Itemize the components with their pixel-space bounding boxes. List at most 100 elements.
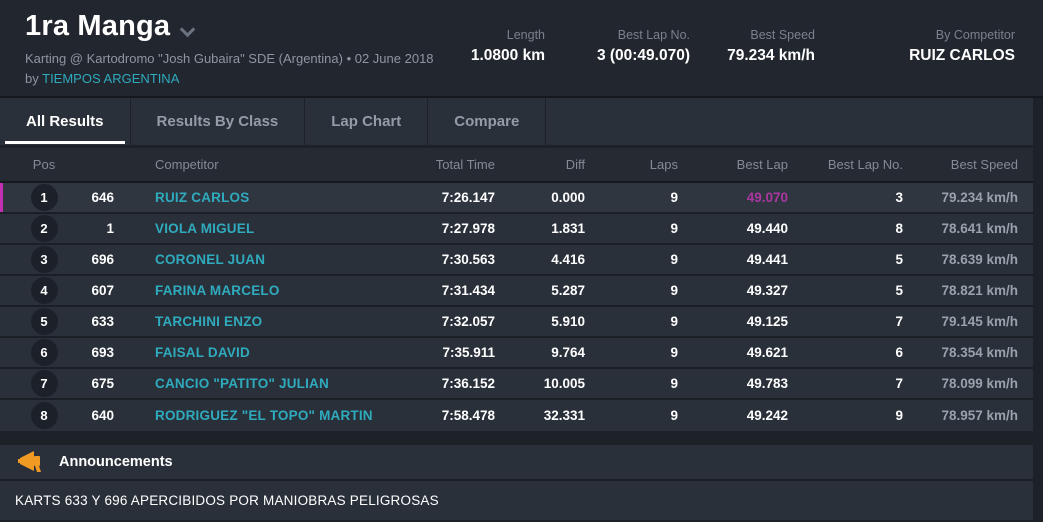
tab-compare[interactable]: Compare <box>428 98 547 145</box>
tab-results-by-class[interactable]: Results By Class <box>131 98 306 145</box>
table-row[interactable]: 3 696 CORONEL JUAN 7:30.563 4.416 9 49.4… <box>0 245 1033 276</box>
diff-cell: 5.287 <box>551 283 585 298</box>
table-row[interactable]: 1 646 RUIZ CARLOS 7:26.147 0.000 9 49.07… <box>0 183 1033 214</box>
table-row[interactable]: 6 693 FAISAL DAVID 7:35.911 9.764 9 49.6… <box>0 338 1033 369</box>
total-time-cell: 7:35.911 <box>442 345 495 360</box>
col-header-pos: Pos <box>32 157 56 172</box>
stat-length: Length 1.0800 km <box>435 28 545 65</box>
stat-best-speed: Best Speed 79.234 km/h <box>710 28 815 65</box>
stat-length-label: Length <box>506 28 545 42</box>
chevron-down-icon[interactable] <box>179 21 196 38</box>
best-lap-no-cell: 5 <box>895 252 903 267</box>
stat-best-lap-no: Best Lap No. 3 (00:49.070) <box>565 28 690 65</box>
announcement-item-row: KARTS 633 Y 696 APERCIBIDOS POR MANIOBRA… <box>0 481 1033 520</box>
kart-number-cell: 646 <box>91 190 114 205</box>
laps-cell: 9 <box>670 221 678 236</box>
col-header-laps: Laps <box>649 157 678 172</box>
event-title-block: 1ra Manga Karting @ Kartodromo "Josh Gub… <box>25 10 435 89</box>
best-lap-no-cell: 8 <box>895 221 903 236</box>
best-speed-cell: 78.099 km/h <box>941 376 1018 391</box>
best-lap-cell: 49.327 <box>746 283 788 298</box>
competitor-link[interactable]: TARCHINI ENZO <box>155 314 263 329</box>
stat-best-lap-no-label: Best Lap No. <box>617 28 690 42</box>
competitor-link[interactable]: FAISAL DAVID <box>155 345 250 360</box>
best-lap-cell: 49.242 <box>746 408 788 423</box>
table-row[interactable]: 2 1 VIOLA MIGUEL 7:27.978 1.831 9 49.440… <box>0 214 1033 245</box>
stat-length-value: 1.0800 km <box>470 47 545 64</box>
total-time-cell: 7:31.434 <box>441 283 495 298</box>
diff-cell: 4.416 <box>551 252 585 267</box>
best-lap-no-cell: 7 <box>895 314 903 329</box>
best-lap-cell: 49.621 <box>746 345 788 360</box>
table-row[interactable]: 5 633 TARCHINI ENZO 7:32.057 5.910 9 49.… <box>0 307 1033 338</box>
total-time-cell: 7:27.978 <box>441 221 495 236</box>
col-header-competitor: Competitor <box>155 157 219 172</box>
diff-cell: 10.005 <box>543 376 585 391</box>
best-lap-cell: 49.125 <box>746 314 788 329</box>
best-speed-cell: 78.354 km/h <box>941 345 1018 360</box>
kart-number-cell: 1 <box>106 221 114 236</box>
total-time-cell: 7:32.057 <box>441 314 495 329</box>
announcement-text: KARTS 633 Y 696 APERCIBIDOS POR MANIOBRA… <box>15 493 439 508</box>
best-speed-cell: 79.145 km/h <box>941 314 1018 329</box>
table-row[interactable]: 8 640 RODRIGUEZ "EL TOPO" MARTIN 7:58.47… <box>0 400 1033 431</box>
diff-cell: 0.000 <box>551 190 585 205</box>
best-lap-no-cell: 7 <box>895 376 903 391</box>
competitor-link[interactable]: CORONEL JUAN <box>155 252 266 267</box>
col-header-best-lap-no: Best Lap No. <box>827 157 903 172</box>
tab-all-results[interactable]: All Results <box>0 98 131 145</box>
position-badge: 8 <box>30 402 58 429</box>
announcements-panel: Announcements KARTS 633 Y 696 APERCIBIDO… <box>0 445 1033 520</box>
position-badge: 3 <box>30 246 58 273</box>
laps-cell: 9 <box>670 408 678 423</box>
page-title: 1ra Manga <box>25 10 171 42</box>
col-header-total-time: Total Time <box>435 157 495 172</box>
position-badge: 2 <box>30 215 58 242</box>
best-lap-no-cell: 9 <box>895 408 903 423</box>
position-cell: 3 <box>0 246 88 273</box>
announcements-header: Announcements <box>0 445 1033 481</box>
best-speed-cell: 78.957 km/h <box>941 408 1018 423</box>
best-lap-cell: 49.070 <box>746 190 788 205</box>
tab-bar: All Results Results By Class Lap Chart C… <box>0 98 1033 145</box>
best-speed-cell: 78.639 km/h <box>941 252 1018 267</box>
competitor-link[interactable]: RODRIGUEZ "EL TOPO" MARTIN <box>155 408 373 423</box>
laps-cell: 9 <box>670 283 678 298</box>
announcements-title: Announcements <box>59 454 173 470</box>
table-row[interactable]: 4 607 FARINA MARCELO 7:31.434 5.287 9 49… <box>0 276 1033 307</box>
tab-lap-chart[interactable]: Lap Chart <box>305 98 429 145</box>
position-badge: 4 <box>30 277 58 304</box>
total-time-cell: 7:58.478 <box>441 408 495 423</box>
position-cell: 1 <box>0 184 88 211</box>
best-lap-cell: 49.440 <box>746 221 788 236</box>
position-badge: 1 <box>30 184 58 211</box>
competitor-link[interactable]: FARINA MARCELO <box>155 283 280 298</box>
table-row[interactable]: 7 675 CANCIO "PATITO" JULIAN 7:36.152 10… <box>0 369 1033 400</box>
kart-number-cell: 607 <box>91 283 114 298</box>
competitor-link[interactable]: VIOLA MIGUEL <box>155 221 255 236</box>
laps-cell: 9 <box>670 252 678 267</box>
position-badge: 5 <box>30 308 58 335</box>
col-header-best-speed: Best Speed <box>950 157 1018 172</box>
competitor-link[interactable]: CANCIO "PATITO" JULIAN <box>155 376 329 391</box>
stat-best-speed-label: Best Speed <box>750 28 815 42</box>
results-body: 1 646 RUIZ CARLOS 7:26.147 0.000 9 49.07… <box>0 183 1033 431</box>
stat-by-competitor-value: RUIZ CARLOS <box>909 47 1015 64</box>
stat-best-speed-value: 79.234 km/h <box>727 47 815 64</box>
kart-number-cell: 693 <box>91 345 114 360</box>
position-badge: 6 <box>30 339 58 366</box>
competitor-link[interactable]: RUIZ CARLOS <box>155 190 250 205</box>
best-lap-no-cell: 3 <box>895 190 903 205</box>
diff-cell: 1.831 <box>551 221 585 236</box>
megaphone-icon <box>18 451 41 472</box>
kart-number-cell: 696 <box>91 252 114 267</box>
position-cell: 2 <box>0 215 88 242</box>
best-lap-cell: 49.783 <box>746 376 788 391</box>
laps-cell: 9 <box>670 190 678 205</box>
organizer-link[interactable]: TIEMPOS ARGENTINA <box>42 71 180 86</box>
total-time-cell: 7:36.152 <box>441 376 495 391</box>
position-cell: 8 <box>0 402 88 429</box>
laps-cell: 9 <box>670 376 678 391</box>
position-cell: 7 <box>0 370 88 397</box>
event-header: 1ra Manga Karting @ Kartodromo "Josh Gub… <box>0 0 1043 98</box>
